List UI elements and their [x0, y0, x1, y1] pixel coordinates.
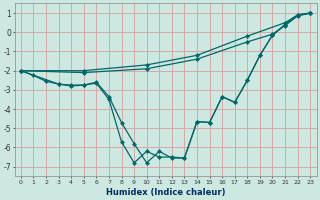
- X-axis label: Humidex (Indice chaleur): Humidex (Indice chaleur): [106, 188, 225, 197]
